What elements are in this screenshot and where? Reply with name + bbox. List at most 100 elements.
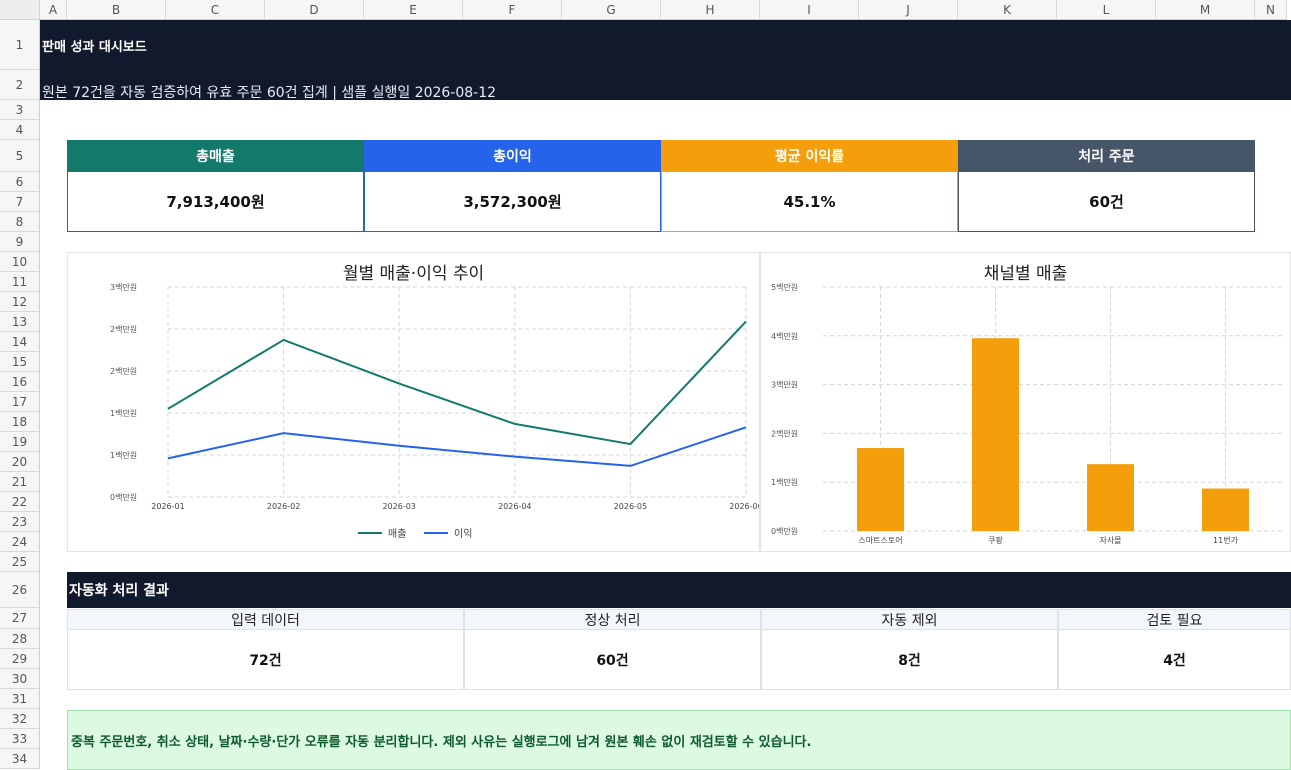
row-header-21[interactable]: 21 xyxy=(0,472,40,492)
row-header-4[interactable]: 4 xyxy=(0,120,40,140)
column-header-G[interactable]: G xyxy=(562,0,661,20)
row-header-9[interactable]: 9 xyxy=(0,232,40,252)
column-header-I[interactable]: I xyxy=(760,0,859,20)
row-header-2[interactable]: 2 xyxy=(0,70,40,100)
row-header-12[interactable]: 12 xyxy=(0,292,40,312)
column-header-D[interactable]: D xyxy=(265,0,364,20)
row-header-3[interactable]: 3 xyxy=(0,100,40,120)
row-header-8[interactable]: 8 xyxy=(0,212,40,232)
row-header-27[interactable]: 27 xyxy=(0,608,40,629)
kpi-label: 평균 이익률 xyxy=(774,149,845,165)
x-tick-label: 2026-03 xyxy=(382,502,415,511)
note-text: 중복 주문번호, 취소 상태, 날짜·수량·단가 오류를 자동 분리합니다. 제… xyxy=(71,734,812,750)
column-header-F[interactable]: F xyxy=(463,0,562,20)
column-header-E[interactable]: E xyxy=(364,0,463,20)
row-header-1[interactable]: 1 xyxy=(0,20,40,70)
column-header-M[interactable]: M xyxy=(1156,0,1255,20)
column-header-N[interactable]: N xyxy=(1255,0,1287,20)
row-header-20[interactable]: 20 xyxy=(0,452,40,472)
row-header-28[interactable]: 28 xyxy=(0,629,40,649)
y-tick-label: 2백만원 xyxy=(110,324,137,334)
kpi-value: 3,572,300원 xyxy=(463,193,562,211)
row-header-13[interactable]: 13 xyxy=(0,312,40,332)
column-header-B[interactable]: B xyxy=(67,0,166,20)
title-band xyxy=(40,20,1291,100)
result-value: 60건 xyxy=(596,652,629,669)
row-header-11[interactable]: 11 xyxy=(0,272,40,292)
legend-label: 이익 xyxy=(454,528,472,540)
series-line-1 xyxy=(167,426,747,467)
kpi-value-total-profit: 3,572,300원 xyxy=(364,172,661,232)
kpi-header-total-profit: 총이익 xyxy=(364,140,661,172)
kpi-header-margin: 평균 이익률 xyxy=(661,140,958,172)
result-header-review: 검토 필요 xyxy=(1058,609,1291,630)
x-tick-label: 11번가 xyxy=(1213,536,1239,545)
chart-title: 채널별 매출 xyxy=(983,264,1068,284)
row-header-22[interactable]: 22 xyxy=(0,492,40,512)
result-value-processed: 60건 xyxy=(464,630,761,690)
row-header-25[interactable]: 25 xyxy=(0,552,40,572)
x-tick-label: 2026-04 xyxy=(498,502,531,511)
x-tick-label: 2026-01 xyxy=(151,502,184,511)
monthly-trend-chart[interactable]: 월별 매출·이익 추이 0백만원 1백만원 1백만원 2백만원 2백만원 3백만원 2026… xyxy=(67,252,760,552)
chart-title: 월별 매출·이익 추이 xyxy=(342,264,485,284)
row-header-32[interactable]: 32 xyxy=(0,709,40,729)
row-header-10[interactable]: 10 xyxy=(0,252,40,272)
result-label: 자동 제외 xyxy=(881,612,938,629)
legend-label: 매출 xyxy=(388,528,406,540)
row-header-18[interactable]: 18 xyxy=(0,412,40,432)
y-tick-label: 3백만원 xyxy=(771,380,798,390)
row-header-16[interactable]: 16 xyxy=(0,372,40,392)
row-header-5[interactable]: 5 xyxy=(0,140,40,172)
column-header-H[interactable]: H xyxy=(661,0,760,20)
automation-section-header: 자동화 처리 결과 xyxy=(67,572,1291,608)
x-tick-label: 쿠팡 xyxy=(988,535,1003,545)
result-header-processed: 정상 처리 xyxy=(464,609,761,630)
column-header-A[interactable]: A xyxy=(40,0,67,20)
row-header-6[interactable]: 6 xyxy=(0,172,40,192)
result-value-input: 72건 xyxy=(67,630,464,690)
row-header-31[interactable]: 31 xyxy=(0,689,40,709)
row-header-30[interactable]: 30 xyxy=(0,669,40,689)
kpi-label: 총이익 xyxy=(493,149,532,165)
kpi-header-total-sales: 총매출 xyxy=(67,140,364,172)
line-chart-svg: 0백만원 1백만원 1백만원 2백만원 2백만원 3백만원 2026-01 2026-02 20… xyxy=(110,283,759,540)
result-value: 72건 xyxy=(249,652,282,669)
y-tick-label: 1백만원 xyxy=(110,408,137,418)
row-header-24[interactable]: 24 xyxy=(0,532,40,552)
row-header-17[interactable]: 17 xyxy=(0,392,40,412)
row-header-15[interactable]: 15 xyxy=(0,352,40,372)
kpi-value-total-sales: 7,913,400원 xyxy=(67,172,364,232)
row-header-33[interactable]: 33 xyxy=(0,729,40,749)
kpi-value: 7,913,400원 xyxy=(166,193,265,211)
result-value: 8건 xyxy=(898,652,921,669)
result-value: 4건 xyxy=(1163,652,1186,669)
page-title: 판매 성과 대시보드 xyxy=(42,40,147,55)
y-tick-label: 3백만원 xyxy=(110,283,137,292)
kpi-label: 총매출 xyxy=(196,149,235,165)
row-header-26[interactable]: 26 xyxy=(0,572,40,608)
column-header-L[interactable]: L xyxy=(1057,0,1156,20)
channel-sales-chart[interactable]: 채널별 매출 0백만원 1백만원 2백만원 3백만원 4백만원 5백만원 스마트스토어 쿠팡 자… xyxy=(760,252,1291,552)
row-header-7[interactable]: 7 xyxy=(0,192,40,212)
result-label: 입력 데이터 xyxy=(231,612,300,629)
row-header-34[interactable]: 34 xyxy=(0,749,40,769)
kpi-header-orders: 처리 주문 xyxy=(958,140,1255,172)
x-tick-label: 2026-05 xyxy=(614,502,647,511)
bar-0 xyxy=(857,448,904,531)
series-line-0 xyxy=(167,320,747,446)
kpi-label: 처리 주문 xyxy=(1078,149,1135,165)
x-tick-label: 자사몰 xyxy=(1099,536,1121,545)
column-header-C[interactable]: C xyxy=(166,0,265,20)
column-header-J[interactable]: J xyxy=(859,0,958,20)
row-header-14[interactable]: 14 xyxy=(0,332,40,352)
x-tick-label: 스마트스토어 xyxy=(858,535,902,545)
row-header-19[interactable]: 19 xyxy=(0,432,40,452)
row-header-29[interactable]: 29 xyxy=(0,649,40,669)
select-all-corner[interactable] xyxy=(0,0,40,20)
column-header-K[interactable]: K xyxy=(958,0,1057,20)
bar-1 xyxy=(972,338,1019,531)
y-tick-label: 5백만원 xyxy=(771,283,798,292)
row-header-23[interactable]: 23 xyxy=(0,512,40,532)
